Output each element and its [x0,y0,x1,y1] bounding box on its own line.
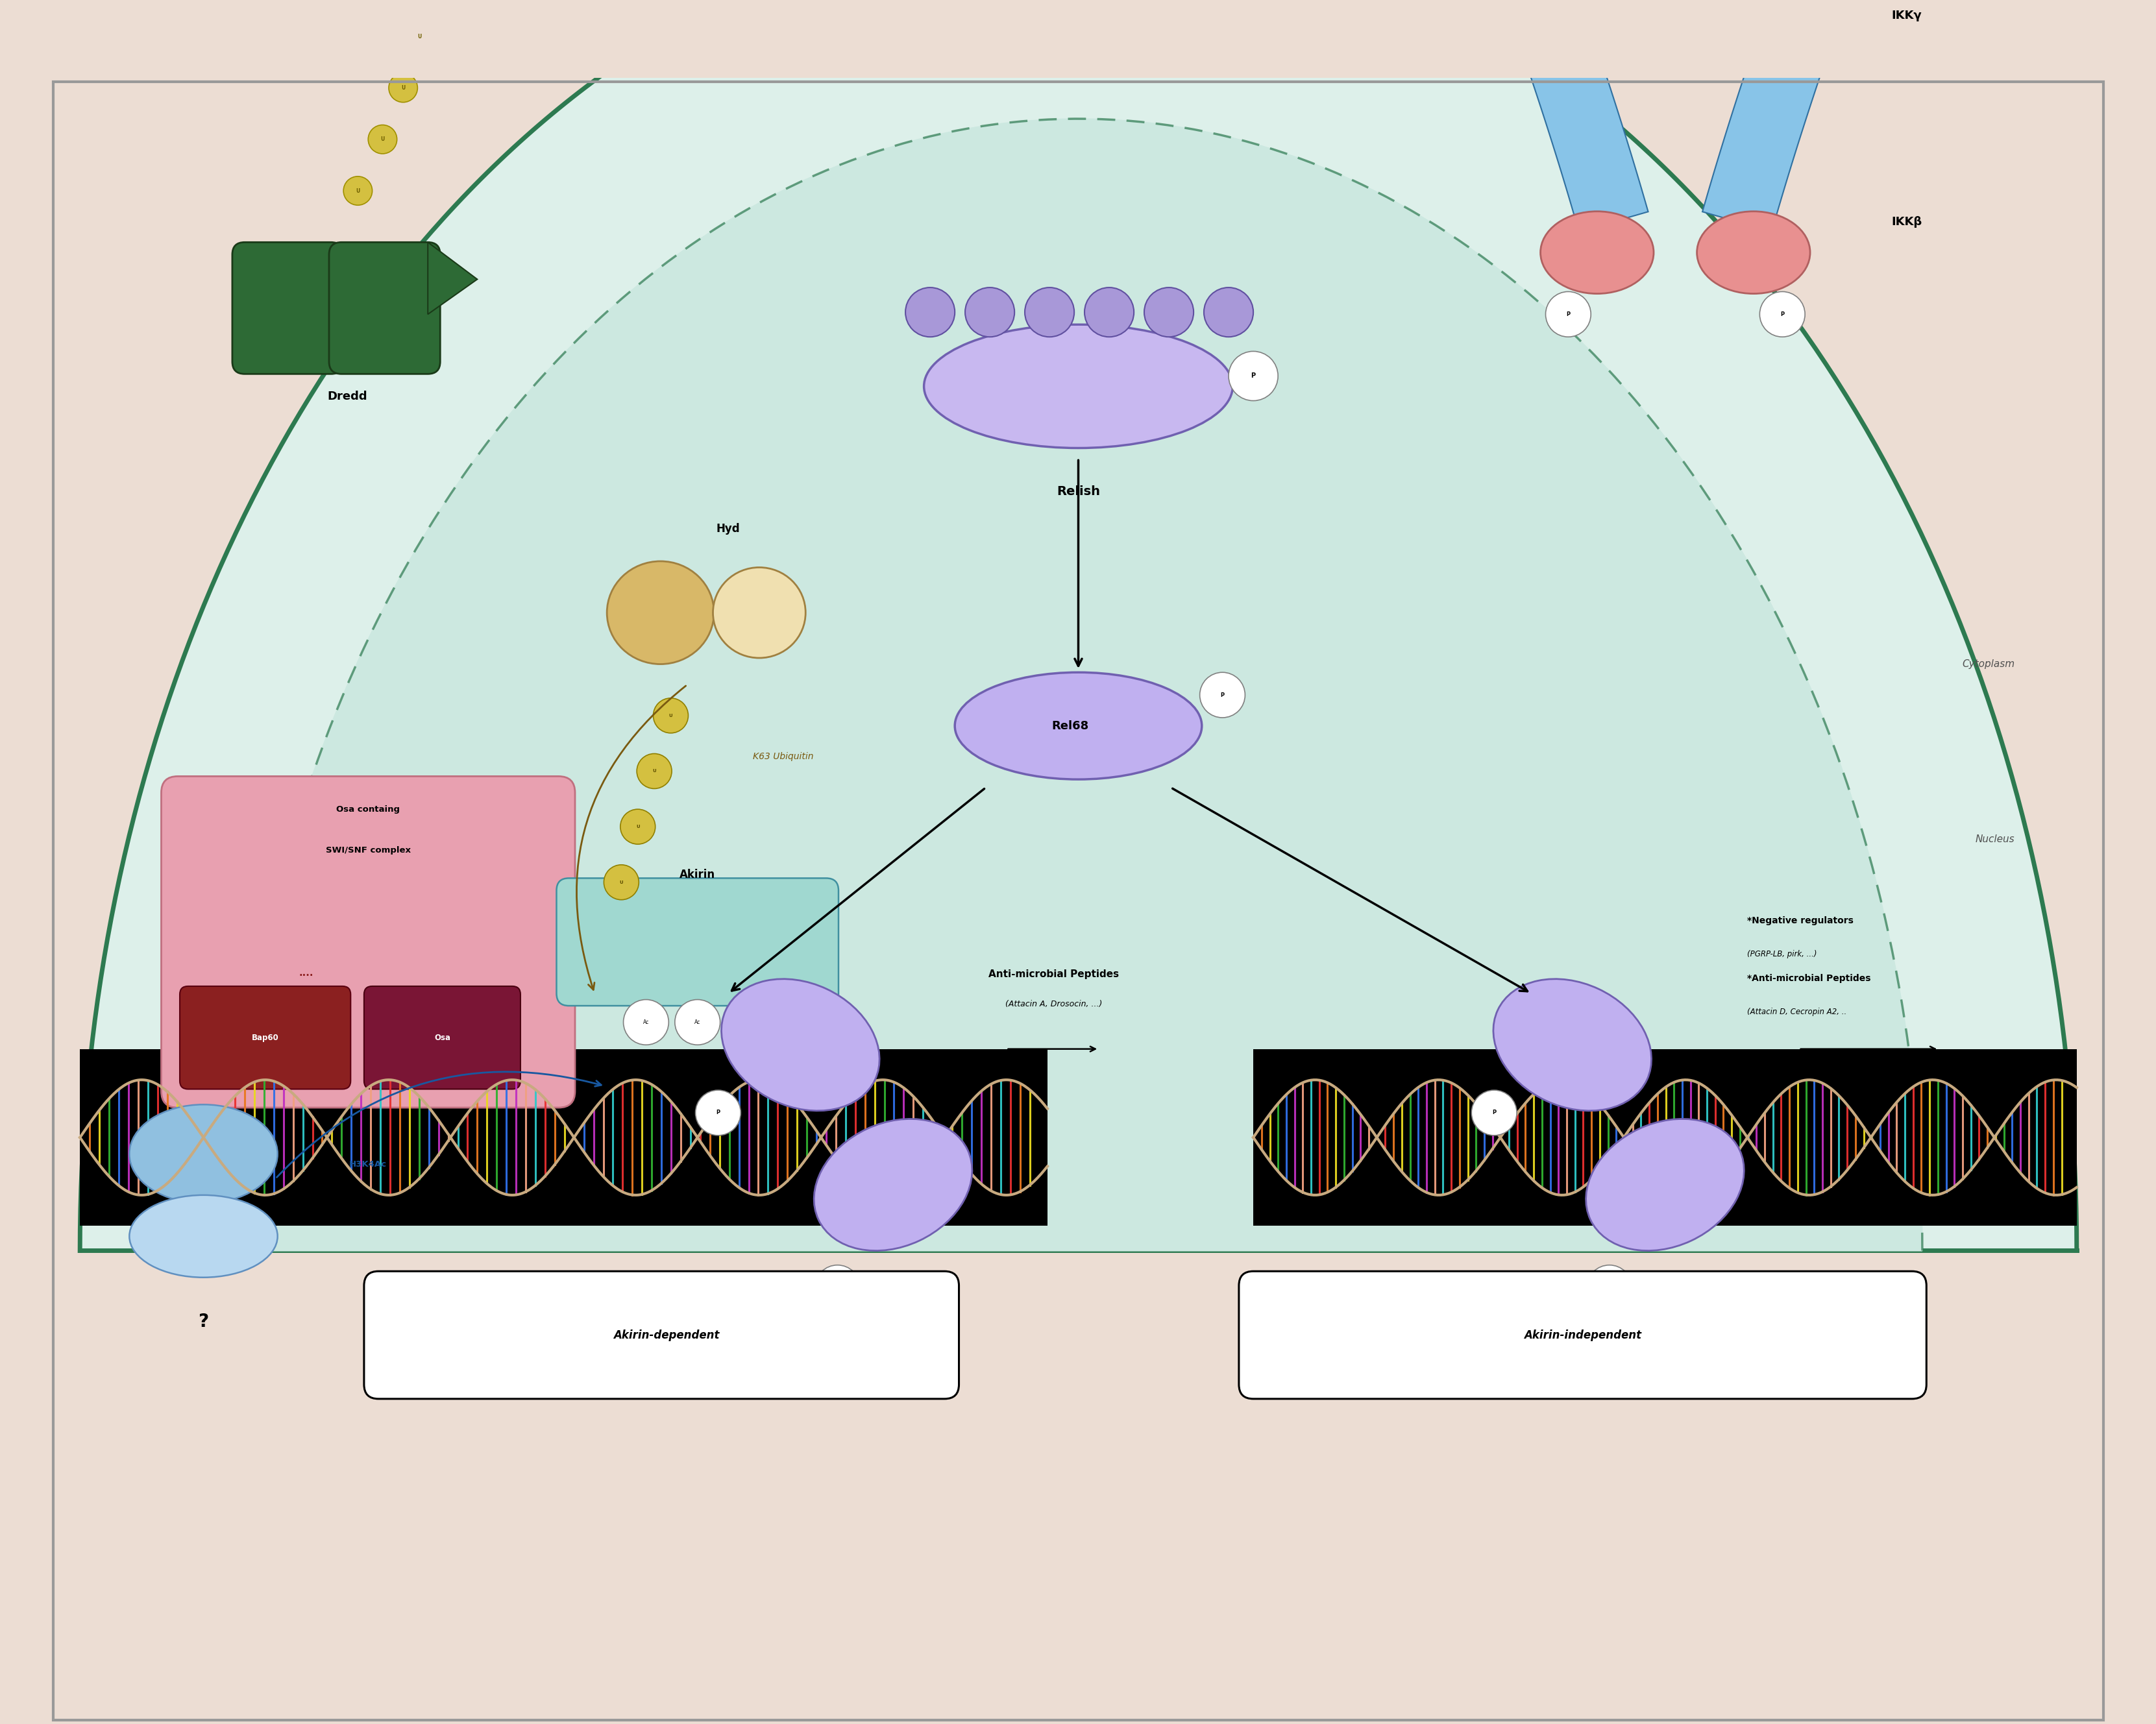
Text: P: P [1492,1110,1496,1115]
Text: P: P [1781,312,1783,317]
Circle shape [1203,288,1253,336]
Circle shape [388,74,418,102]
Bar [1253,1048,2076,1226]
Text: Bap60: Bap60 [252,1033,278,1041]
Ellipse shape [1697,212,1809,293]
Text: H3K4Ac: H3K4Ac [349,1160,386,1169]
FancyArrowPatch shape [276,1072,602,1177]
Ellipse shape [1539,212,1654,293]
Circle shape [604,865,638,900]
Text: U: U [653,769,655,772]
Text: (Attacin A, Drosocin, ...): (Attacin A, Drosocin, ...) [1005,1000,1102,1009]
Ellipse shape [1585,1119,1744,1250]
Text: ?: ? [198,1312,209,1331]
Polygon shape [80,0,2076,1250]
Text: Ac: Ac [746,1019,752,1026]
Circle shape [1229,352,1279,400]
Text: U: U [636,824,640,829]
Circle shape [1546,291,1591,336]
Circle shape [1145,288,1192,336]
Ellipse shape [129,1195,278,1277]
Bar [80,1048,1048,1226]
Text: Akirin: Akirin [679,869,716,881]
Text: (PGRP-LB, pirk, ...): (PGRP-LB, pirk, ...) [1746,950,1818,959]
Text: Akirin-independent: Akirin-independent [1524,1329,1641,1341]
Circle shape [653,698,688,733]
Circle shape [675,1000,720,1045]
Text: Dredd: Dredd [328,390,367,402]
Circle shape [1199,672,1244,717]
Circle shape [623,1000,668,1045]
Circle shape [405,22,433,50]
Text: Ac: Ac [694,1019,701,1026]
Text: U: U [619,881,623,884]
Text: Relish: Relish [1056,484,1100,498]
Circle shape [369,124,397,153]
Text: IKKβ: IKKβ [1891,216,1921,228]
Text: IKKγ: IKKγ [1891,10,1921,22]
Circle shape [1587,1265,1632,1310]
Text: U: U [401,84,405,91]
Ellipse shape [720,979,880,1110]
Text: Anti-microbial Peptides: Anti-microbial Peptides [987,969,1119,979]
Text: Osa containg: Osa containg [336,805,399,814]
Text: P: P [834,1284,839,1291]
Circle shape [1024,288,1074,336]
Ellipse shape [129,1105,278,1203]
Text: Hyd: Hyd [716,522,740,534]
Ellipse shape [714,567,806,659]
Text: Rel68: Rel68 [1052,721,1089,731]
Ellipse shape [813,1119,972,1250]
Text: *Negative regulators: *Negative regulators [1746,917,1854,926]
Text: ....: .... [300,969,313,978]
Ellipse shape [606,562,714,664]
Text: Cytoplasm: Cytoplasm [1962,659,2014,669]
FancyArrowPatch shape [576,686,686,990]
Text: P: P [1220,691,1225,698]
Text: Osa: Osa [433,1033,451,1041]
Text: Ac: Ac [642,1019,649,1026]
FancyBboxPatch shape [162,776,576,1107]
Text: (Attacin D, Cecropin A2, ..: (Attacin D, Cecropin A2, .. [1746,1009,1846,1015]
FancyBboxPatch shape [364,986,520,1090]
Polygon shape [235,119,1921,1250]
Ellipse shape [955,672,1201,779]
Text: U: U [668,714,673,717]
Text: Akirin-dependent: Akirin-dependent [614,1329,720,1341]
Circle shape [1084,288,1134,336]
Circle shape [1470,1090,1516,1136]
FancyBboxPatch shape [233,243,343,374]
Text: P: P [1606,1284,1611,1291]
Circle shape [727,1000,772,1045]
Circle shape [966,288,1013,336]
Text: P: P [1565,312,1570,317]
Text: P: P [1250,372,1255,379]
FancyBboxPatch shape [179,986,351,1090]
Polygon shape [1701,0,1874,231]
Text: Nucleus: Nucleus [1975,834,2014,845]
FancyBboxPatch shape [556,878,839,1005]
FancyBboxPatch shape [330,243,440,374]
Text: U: U [356,188,360,193]
Text: U: U [418,33,423,40]
Polygon shape [1477,0,1647,231]
Polygon shape [427,243,476,314]
Text: P: P [716,1110,720,1115]
Text: *Anti-microbial Peptides: *Anti-microbial Peptides [1746,974,1871,983]
Circle shape [694,1090,740,1136]
Ellipse shape [923,324,1233,448]
Text: U: U [379,136,384,143]
Text: SWI/SNF complex: SWI/SNF complex [326,846,410,855]
Circle shape [621,809,655,845]
Circle shape [636,753,671,788]
FancyBboxPatch shape [1238,1271,1925,1398]
Circle shape [815,1265,860,1310]
Circle shape [1759,291,1805,336]
Circle shape [906,288,955,336]
FancyBboxPatch shape [364,1271,959,1398]
Text: K63 Ubiquitin: K63 Ubiquitin [752,752,813,762]
Circle shape [343,176,373,205]
Ellipse shape [1492,979,1651,1110]
